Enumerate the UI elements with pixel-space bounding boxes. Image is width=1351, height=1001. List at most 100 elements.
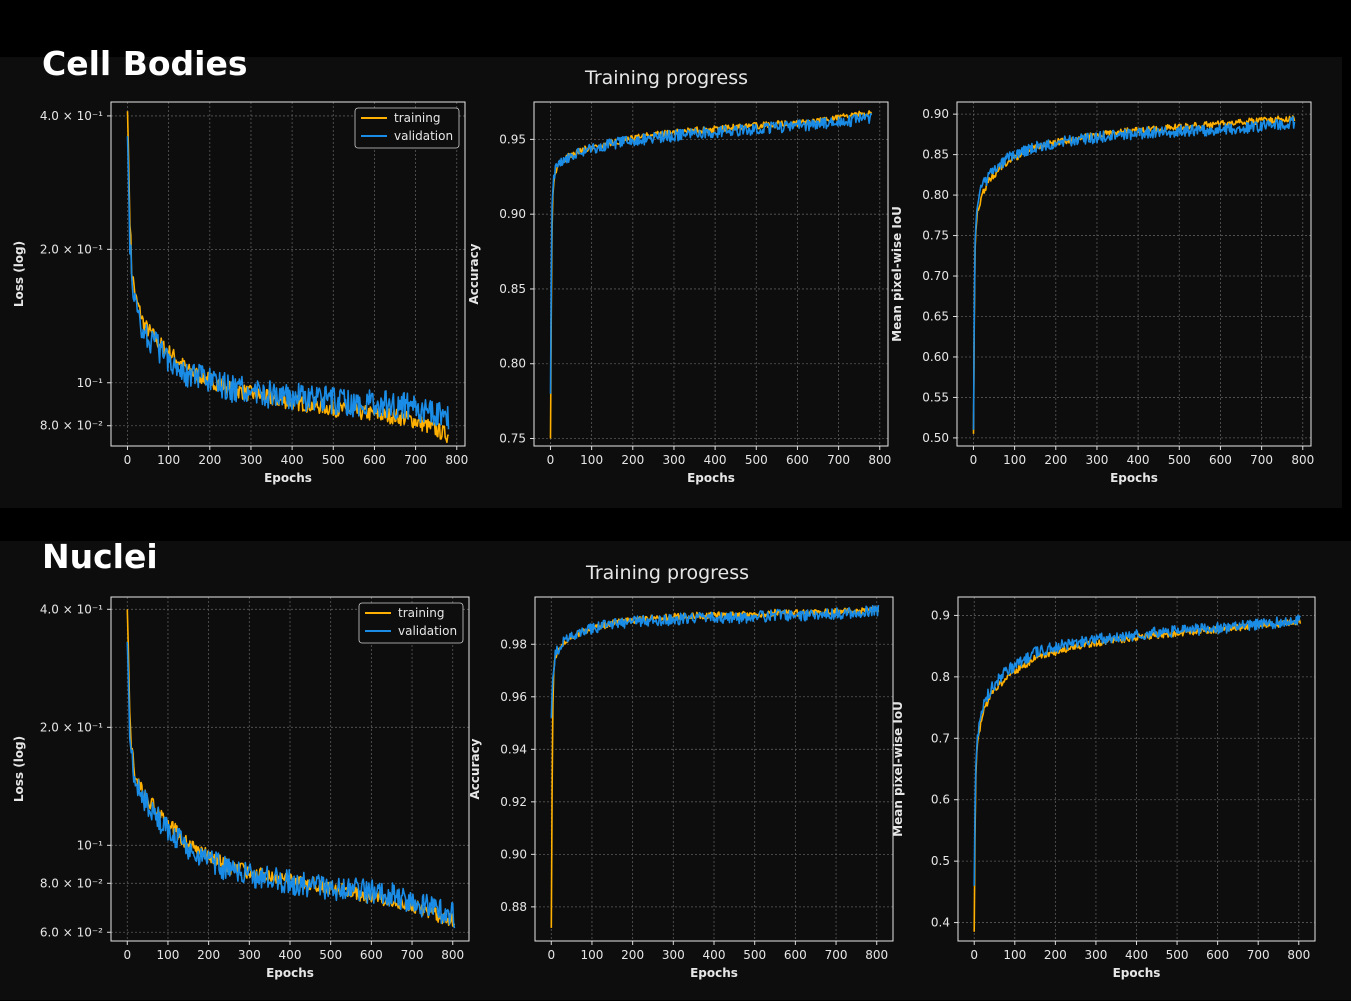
x-tick-label: 800 xyxy=(441,948,464,962)
series-line-validation xyxy=(973,614,1301,886)
x-tick-label: 100 xyxy=(1003,453,1026,467)
x-tick-label: 500 xyxy=(743,948,766,962)
x-tick-label: 800 xyxy=(868,453,891,467)
x-tick-label: 300 xyxy=(1086,453,1109,467)
series-line-validation xyxy=(550,605,880,718)
x-tick-label: 500 xyxy=(745,453,768,467)
y-tick-label: 0.75 xyxy=(499,432,526,446)
y-tick-label: 0.70 xyxy=(922,269,949,283)
y-tick-label: 10⁻¹ xyxy=(77,838,104,852)
y-tick-label: 10⁻¹ xyxy=(77,376,104,390)
y-tick-label: 0.4 xyxy=(931,916,950,930)
x-tick-label: 500 xyxy=(1168,453,1191,467)
x-tick-label: 0 xyxy=(547,948,555,962)
x-tick-label: 200 xyxy=(1044,453,1067,467)
x-tick-label: 700 xyxy=(401,948,424,962)
plot-frame xyxy=(957,596,1316,942)
series-line-validation xyxy=(972,116,1296,430)
y-tick-label: 8.0 × 10⁻² xyxy=(40,876,103,890)
x-tick-label: 300 xyxy=(662,948,685,962)
legend-label-validation: validation xyxy=(398,624,457,638)
y-tick-label: 0.7 xyxy=(931,731,950,745)
x-tick-label: 200 xyxy=(621,948,644,962)
x-axis-label: Epochs xyxy=(1113,966,1161,980)
figure-title-cell-bodies: Training progress xyxy=(585,67,749,89)
x-tick-label: 400 xyxy=(1125,948,1148,962)
x-tick-label: 600 xyxy=(1209,453,1232,467)
nuclei-accuracy-chart: 0 100 200 300 400 500 600 700 800 0.88 0.90 0.92 0.9… xyxy=(468,596,894,980)
y-tick-label: 8.0 × 10⁻² xyxy=(40,419,103,433)
y-tick-label: 0.5 xyxy=(931,854,950,868)
y-tick-label: 0.85 xyxy=(499,282,526,296)
x-tick-label: 400 xyxy=(281,453,304,467)
x-axis-label: Epochs xyxy=(266,966,314,980)
x-tick-label: 800 xyxy=(865,948,888,962)
y-tick-label: 0.88 xyxy=(500,900,527,914)
legend-label-training: training xyxy=(394,111,441,125)
y-tick-label: 0.55 xyxy=(922,390,949,404)
y-tick-label: 0.95 xyxy=(499,132,526,146)
y-tick-label: 0.96 xyxy=(500,690,527,704)
legend-label-validation: validation xyxy=(394,129,453,143)
x-tick-label: 400 xyxy=(279,948,302,962)
y-tick-label: 2.0 × 10⁻¹ xyxy=(40,242,103,256)
plot-frame xyxy=(533,101,889,447)
x-tick-label: 600 xyxy=(363,453,386,467)
y-tick-label: 0.92 xyxy=(500,795,527,809)
x-tick-label: 200 xyxy=(621,453,644,467)
cell-loss-chart: 0 100 200 300 400 500 600 700 800 4.0 × 10⁻¹ 2.0 ×… xyxy=(12,101,468,485)
x-tick-label: 500 xyxy=(322,453,345,467)
y-tick-label: 0.80 xyxy=(922,188,949,202)
plot-area xyxy=(957,102,1311,446)
x-tick-label: 0 xyxy=(970,453,978,467)
y-tick-label: 0.98 xyxy=(500,637,527,651)
x-tick-label: 100 xyxy=(580,453,603,467)
plot-frame xyxy=(110,596,470,942)
series-line-validation xyxy=(126,642,456,929)
y-tick-label: 0.90 xyxy=(922,107,949,121)
plot-frame xyxy=(956,101,1312,447)
plot-frame xyxy=(534,596,894,942)
x-tick-label: 800 xyxy=(445,453,468,467)
x-axis-label: Epochs xyxy=(264,471,312,485)
legend: training validation xyxy=(354,107,460,149)
x-tick-label: 200 xyxy=(198,453,221,467)
x-tick-label: 400 xyxy=(1127,453,1150,467)
x-tick-label: 0 xyxy=(547,453,555,467)
x-tick-label: 200 xyxy=(197,948,220,962)
x-tick-label: 100 xyxy=(581,948,604,962)
y-tick-label: 0.6 xyxy=(931,793,950,807)
y-axis-label: Mean pixel-wise IoU xyxy=(890,206,904,342)
y-tick-label: 0.8 xyxy=(931,670,950,684)
x-tick-label: 0 xyxy=(123,948,131,962)
x-tick-label: 800 xyxy=(1287,948,1310,962)
series-line-training xyxy=(126,609,456,927)
x-tick-label: 300 xyxy=(240,453,263,467)
legend-label-training: training xyxy=(398,606,445,620)
nuclei-loss-chart: 0 100 200 300 400 500 600 700 800 4.0 × 10⁻¹ 2.0 ×… xyxy=(12,596,470,980)
x-tick-label: 100 xyxy=(157,948,180,962)
x-tick-label: 700 xyxy=(404,453,427,467)
x-tick-label: 0 xyxy=(124,453,132,467)
y-tick-label: 2.0 × 10⁻¹ xyxy=(40,720,103,734)
y-tick-label: 6.0 × 10⁻² xyxy=(40,925,103,939)
y-tick-label: 0.90 xyxy=(499,207,526,221)
x-tick-label: 300 xyxy=(1084,948,1107,962)
x-tick-label: 100 xyxy=(1003,948,1026,962)
plot-frame xyxy=(110,101,466,447)
cell-accuracy-chart: 0 100 200 300 400 500 600 700 800 0.75 0.80 0.85 0.9… xyxy=(467,101,891,485)
series-line-validation xyxy=(126,136,450,430)
y-axis-label: Loss (log) xyxy=(12,736,26,802)
y-tick-label: 0.9 xyxy=(931,608,950,622)
y-tick-label: 0.75 xyxy=(922,229,949,243)
figure-title-nuclei: Training progress xyxy=(586,562,750,584)
y-tick-label: 0.65 xyxy=(922,309,949,323)
x-tick-label: 400 xyxy=(704,453,727,467)
x-tick-label: 300 xyxy=(663,453,686,467)
cell-iou-chart: 0 100 200 300 400 500 600 700 800 0.50 0.55 0.60 0.6… xyxy=(890,101,1314,485)
x-tick-label: 600 xyxy=(784,948,807,962)
plot-area xyxy=(534,102,888,446)
x-tick-label: 600 xyxy=(360,948,383,962)
x-tick-label: 400 xyxy=(703,948,726,962)
x-axis-label: Epochs xyxy=(1110,471,1158,485)
